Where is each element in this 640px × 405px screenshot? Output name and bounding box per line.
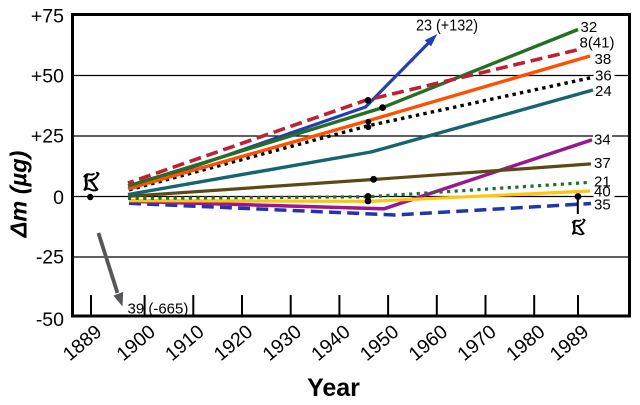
svg-text:Year: Year: [307, 374, 360, 402]
svg-text:24: 24: [595, 83, 612, 100]
svg-text:+25: +25: [31, 126, 64, 148]
svg-text:-50: -50: [36, 309, 64, 331]
svg-text:8(41): 8(41): [580, 35, 615, 52]
svg-text:37: 37: [594, 155, 611, 172]
svg-text:+75: +75: [31, 6, 64, 28]
svg-text:Δm (µg): Δm (µg): [5, 150, 31, 238]
svg-text:38: 38: [595, 51, 612, 68]
svg-text:36: 36: [595, 67, 612, 84]
svg-text:34: 34: [594, 131, 611, 148]
svg-text:21: 21: [594, 173, 611, 190]
svg-text:40: 40: [594, 184, 611, 201]
svg-text:35: 35: [594, 197, 611, 214]
svg-text:32: 32: [581, 19, 598, 36]
svg-text:39 (-665): 39 (-665): [128, 301, 189, 318]
svg-text:+50: +50: [31, 66, 64, 88]
svg-text:23 (+132): 23 (+132): [416, 18, 478, 35]
svg-text:0: 0: [53, 187, 64, 209]
svg-text:-25: -25: [36, 247, 64, 269]
